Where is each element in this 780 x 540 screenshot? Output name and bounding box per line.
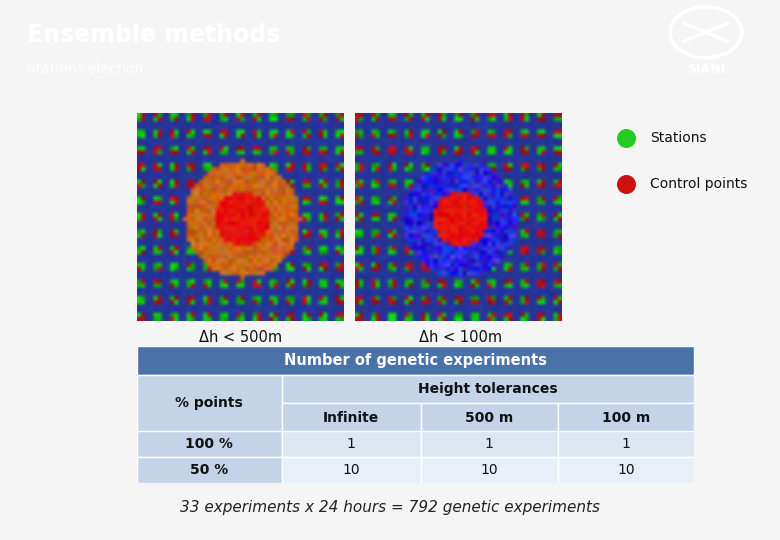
FancyBboxPatch shape (136, 457, 282, 483)
Text: 10: 10 (480, 463, 498, 477)
Text: 500 m: 500 m (465, 411, 513, 425)
Text: 1: 1 (485, 437, 494, 451)
Text: Δh < 500m: Δh < 500m (199, 330, 282, 345)
Text: Stations election: Stations election (27, 62, 144, 76)
Text: 100 m: 100 m (601, 411, 650, 425)
FancyBboxPatch shape (282, 457, 421, 483)
Text: Ensemble methods: Ensemble methods (27, 23, 281, 47)
FancyBboxPatch shape (558, 431, 694, 457)
Text: 100 %: 100 % (185, 437, 233, 451)
Text: 10: 10 (342, 463, 360, 477)
FancyBboxPatch shape (282, 431, 421, 457)
Text: Control points: Control points (651, 177, 748, 191)
Text: Height tolerances: Height tolerances (418, 382, 558, 396)
Text: 1: 1 (622, 437, 630, 451)
Text: Number of genetic experiments: Number of genetic experiments (284, 353, 547, 368)
Text: 33 experiments x 24 hours = 792 genetic experiments: 33 experiments x 24 hours = 792 genetic … (180, 501, 600, 515)
FancyBboxPatch shape (282, 403, 421, 433)
Text: Infinite: Infinite (323, 411, 379, 425)
FancyBboxPatch shape (136, 375, 282, 433)
Point (619, 179, 632, 188)
FancyBboxPatch shape (136, 431, 282, 457)
Text: SIANI: SIANI (687, 63, 725, 76)
Text: Δh < 100m: Δh < 100m (419, 330, 502, 345)
Point (619, 134, 632, 143)
Text: 10: 10 (617, 463, 635, 477)
Text: Stations: Stations (651, 131, 707, 145)
Text: % points: % points (176, 396, 243, 410)
FancyBboxPatch shape (421, 431, 558, 457)
Text: 1: 1 (347, 437, 356, 451)
FancyBboxPatch shape (558, 457, 694, 483)
FancyBboxPatch shape (282, 375, 694, 403)
FancyBboxPatch shape (136, 346, 694, 375)
Text: 50 %: 50 % (190, 463, 228, 477)
FancyBboxPatch shape (558, 403, 694, 433)
FancyBboxPatch shape (421, 457, 558, 483)
FancyBboxPatch shape (421, 403, 558, 433)
